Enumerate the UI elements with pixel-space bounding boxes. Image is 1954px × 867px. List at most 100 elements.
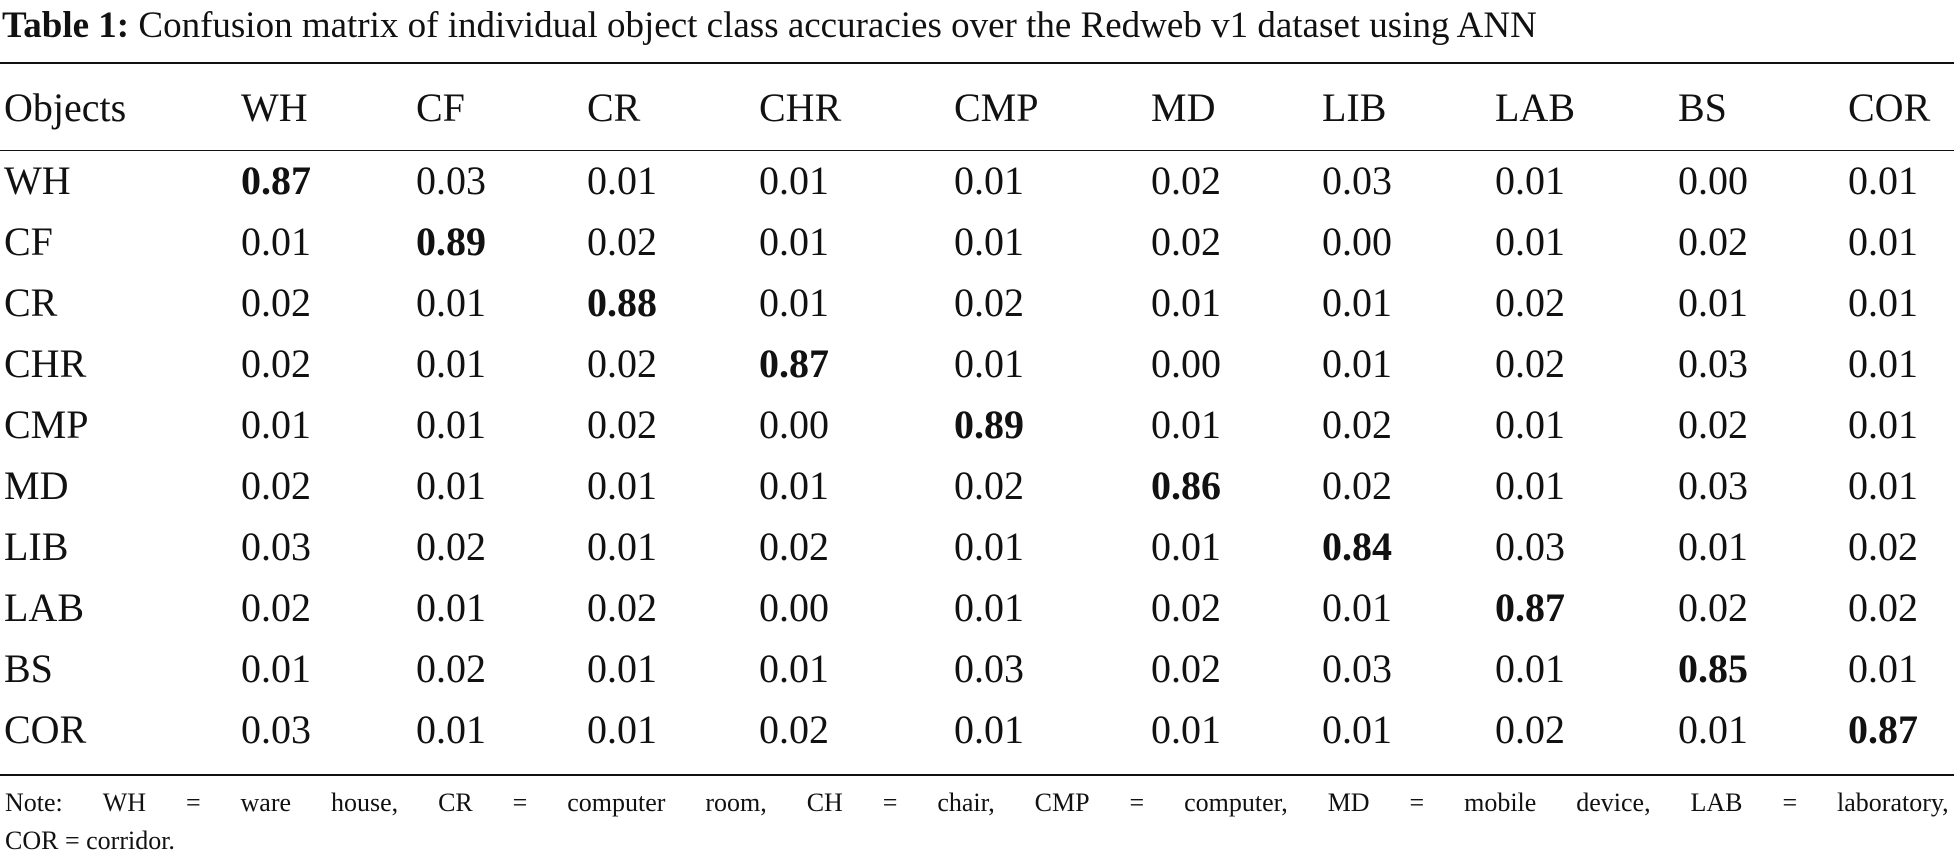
- row-label: CMP: [4, 402, 89, 447]
- table-row: LIB 0.03 0.02 0.01 0.02 0.01 0.01 0.84 0.03 0.01 0…: [0, 516, 1954, 577]
- top-rule: [0, 62, 1954, 64]
- table-row: WH 0.87 0.03 0.01 0.01 0.01 0.02 0.03 0.01 0.00 0.…: [0, 150, 1954, 211]
- table-cell: 0.02: [1678, 219, 1748, 264]
- table-cell: 0.01: [1678, 524, 1748, 569]
- table-cell: 0.03: [241, 524, 311, 569]
- row-label: MD: [4, 463, 69, 508]
- note-word: =: [1129, 788, 1145, 817]
- row-label: LAB: [4, 585, 84, 630]
- header-cell-lib: LIB: [1322, 84, 1387, 130]
- row-label: WH: [4, 158, 71, 203]
- note-word: =: [1409, 788, 1425, 817]
- table-cell: 0.01: [241, 402, 311, 447]
- diagonal-accuracy-cell: 0.84: [1322, 524, 1392, 569]
- table-cell: 0.01: [1151, 402, 1221, 447]
- table-cell: 0.01: [1495, 219, 1565, 264]
- table-cell: 0.02: [587, 341, 657, 386]
- table-cell: 0.01: [587, 463, 657, 508]
- note-word: CH: [806, 788, 843, 817]
- table-cell: 0.02: [1495, 707, 1565, 752]
- note-word: WH: [102, 788, 147, 817]
- table-cell: 0.01: [241, 646, 311, 691]
- diagonal-accuracy-cell: 0.87: [759, 341, 829, 386]
- note-word: house,: [330, 788, 399, 817]
- table-cell: 0.01: [587, 707, 657, 752]
- table-cell: 0.01: [759, 463, 829, 508]
- table-cell: 0.01: [1151, 524, 1221, 569]
- note-word: device,: [1576, 788, 1651, 817]
- note-word: LAB: [1690, 788, 1743, 817]
- table-caption: Table 1: Confusion matrix of individual …: [2, 0, 1537, 52]
- table-cell: 0.01: [1322, 280, 1392, 325]
- table-cell: 0.01: [759, 219, 829, 264]
- header-cell-cr: CR: [587, 84, 641, 130]
- row-label: BS: [4, 646, 53, 691]
- table-cell: 0.01: [587, 158, 657, 203]
- table-cell: 0.01: [1848, 463, 1918, 508]
- table-cell: 0.02: [241, 280, 311, 325]
- table-cell: 0.01: [416, 707, 486, 752]
- table-cell: 0.01: [954, 707, 1024, 752]
- table-cell: 0.02: [1151, 646, 1221, 691]
- row-label: CR: [4, 280, 58, 325]
- table-cell: 0.02: [1848, 524, 1918, 569]
- table-cell: 0.02: [241, 341, 311, 386]
- diagonal-accuracy-cell: 0.87: [1848, 707, 1918, 752]
- table-cell: 0.03: [1678, 341, 1748, 386]
- table-cell: 0.01: [954, 219, 1024, 264]
- table-cell: 0.03: [1678, 463, 1748, 508]
- row-label: COR: [4, 707, 87, 752]
- table-cell: 0.00: [1151, 341, 1221, 386]
- note-word: mobile: [1464, 788, 1537, 817]
- diagonal-accuracy-cell: 0.86: [1151, 463, 1221, 508]
- table-cell: 0.02: [416, 524, 486, 569]
- table-cell: 0.02: [1151, 585, 1221, 630]
- header-cell-lab: LAB: [1495, 84, 1575, 130]
- diagonal-accuracy-cell: 0.89: [954, 402, 1024, 447]
- note-word: laboratory,: [1837, 788, 1949, 817]
- note-word: room,: [705, 788, 767, 817]
- table-cell: 0.02: [416, 646, 486, 691]
- table-cell: 0.01: [1151, 707, 1221, 752]
- table-cell: 0.01: [416, 280, 486, 325]
- table-row: MD 0.02 0.01 0.01 0.01 0.02 0.86 0.02 0.01 0.03 0.…: [0, 455, 1954, 516]
- header-cell-cmp: CMP: [954, 84, 1039, 130]
- table-cell: 0.02: [1322, 402, 1392, 447]
- header-cell-objects: Objects: [4, 84, 127, 130]
- table-header-row: Objects WH CF CR CHR CMP MD LIB LAB BS COR: [0, 64, 1954, 150]
- table-cell: 0.02: [1322, 463, 1392, 508]
- note-word: computer: [567, 788, 666, 817]
- caption-label: Table 1:: [2, 5, 130, 46]
- table-cell: 0.02: [587, 219, 657, 264]
- table-cell: 0.01: [416, 341, 486, 386]
- table-cell: 0.01: [1495, 158, 1565, 203]
- confusion-matrix-table: Objects WH CF CR CHR CMP MD LIB LAB BS COR WH 0.87 0…: [0, 64, 1954, 760]
- table-cell: 0.01: [1495, 463, 1565, 508]
- table-cell: 0.02: [1848, 585, 1918, 630]
- table-cell: 0.03: [1495, 524, 1565, 569]
- caption-text: Confusion matrix of individual object cl…: [138, 5, 1537, 46]
- note-word: CR: [438, 788, 473, 817]
- row-label: CF: [4, 219, 53, 264]
- note-word: MD: [1327, 788, 1370, 817]
- note-word: =: [185, 788, 201, 817]
- bottom-rule: [0, 774, 1954, 776]
- table-cell: 0.01: [954, 585, 1024, 630]
- table-cell: 0.02: [1495, 280, 1565, 325]
- table-row: LAB 0.02 0.01 0.02 0.00 0.01 0.02 0.01 0.87 0.02 0…: [0, 577, 1954, 638]
- table-cell: 0.01: [416, 402, 486, 447]
- table-body: WH 0.87 0.03 0.01 0.01 0.01 0.02 0.03 0.01 0.00 0.…: [0, 150, 1954, 760]
- table-cell: 0.01: [1322, 707, 1392, 752]
- table-cell: 0.01: [1495, 402, 1565, 447]
- table-row: COR 0.03 0.01 0.01 0.02 0.01 0.01 0.01 0.02 0.01 0…: [0, 699, 1954, 760]
- header-cell-chr: CHR: [759, 84, 842, 130]
- table-cell: 0.02: [587, 402, 657, 447]
- table-cell: 0.02: [241, 463, 311, 508]
- table-cell: 0.03: [416, 158, 486, 203]
- note-word: chair,: [937, 788, 995, 817]
- table-cell: 0.03: [954, 646, 1024, 691]
- diagonal-accuracy-cell: 0.88: [587, 280, 657, 325]
- table-cell: 0.02: [759, 524, 829, 569]
- table-cell: 0.02: [241, 585, 311, 630]
- table-cell: 0.00: [759, 585, 829, 630]
